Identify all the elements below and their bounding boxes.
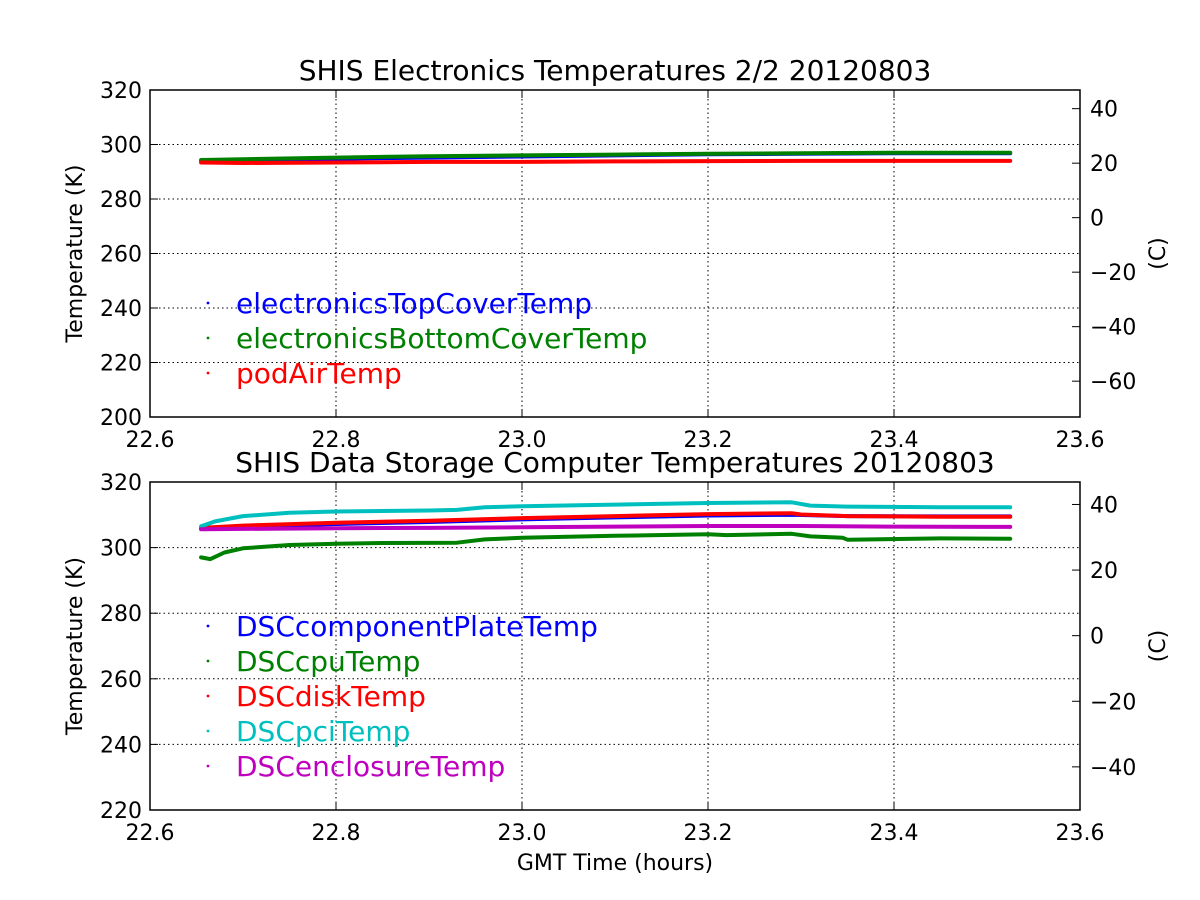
- y2-tick-label: −20: [1090, 261, 1136, 286]
- x-tick-label: 22.6: [126, 821, 175, 846]
- legend-label: DSCpciTemp: [236, 715, 410, 748]
- storage-chart-series: [199, 500, 1013, 562]
- storage-chart-ylabel: Temperature (K): [63, 557, 88, 736]
- electronics-chart-y2label: (C): [1146, 237, 1171, 270]
- x-tick-label: 22.8: [312, 428, 361, 453]
- y-tick-label: 240: [100, 733, 142, 758]
- legend-label: podAirTemp: [236, 357, 402, 390]
- y-tick-label: 220: [100, 352, 142, 377]
- series-trace: [199, 531, 1013, 562]
- electronics-chart: SHIS Electronics Temperatures 2/2 201208…: [63, 54, 1171, 453]
- legend-label: electronicsBottomCoverTemp: [236, 322, 647, 355]
- y2-tick-label: −60: [1090, 370, 1136, 395]
- storage-chart-y2label: (C): [1146, 630, 1171, 663]
- series-trace: [199, 158, 1013, 165]
- legend-marker: [206, 336, 210, 340]
- legend-marker: [206, 624, 210, 628]
- y-tick-label: 240: [100, 297, 142, 322]
- electronics-chart-ylabel: Temperature (K): [63, 165, 88, 344]
- legend-marker: [206, 301, 210, 305]
- y-tick-label: 320: [100, 471, 142, 496]
- y-tick-label: 280: [100, 602, 142, 627]
- y-tick-label: 300: [100, 537, 142, 562]
- storage-chart: SHIS Data Storage Computer Temperatures …: [63, 446, 1171, 876]
- x-tick-label: 23.2: [684, 428, 733, 453]
- y2-tick-label: 20: [1090, 559, 1118, 584]
- y-tick-label: 280: [100, 188, 142, 213]
- y2-tick-label: 20: [1090, 152, 1118, 177]
- x-tick-label: 23.6: [1056, 821, 1105, 846]
- x-tick-label: 23.0: [498, 821, 547, 846]
- x-tick-label: 23.4: [870, 428, 919, 453]
- legend-label: DSCcpuTemp: [236, 645, 420, 678]
- y2-tick-label: −40: [1090, 316, 1136, 341]
- storage-chart-frame: [149, 481, 1081, 811]
- y2-tick-label: 0: [1090, 207, 1104, 232]
- electronics-chart-series: [199, 150, 1013, 165]
- legend-marker: [206, 764, 210, 768]
- y-tick-label: 320: [100, 79, 142, 104]
- x-tick-label: 23.0: [498, 428, 547, 453]
- legend-label: DSCenclosureTemp: [236, 750, 505, 783]
- x-tick-label: 22.6: [126, 428, 175, 453]
- x-tick-label: 23.6: [1056, 428, 1105, 453]
- legend-label: DSCcomponentPlateTemp: [236, 610, 598, 643]
- y-tick-label: 260: [100, 243, 142, 268]
- series-trace: [199, 524, 1013, 532]
- x-tick-label: 23.4: [870, 821, 919, 846]
- x-tick-label: 22.8: [312, 821, 361, 846]
- y2-tick-label: −40: [1090, 756, 1136, 781]
- x-tick-label: 23.2: [684, 821, 733, 846]
- storage-chart-title: SHIS Data Storage Computer Temperatures …: [235, 446, 994, 479]
- legend-marker: [206, 729, 210, 733]
- y-tick-label: 300: [100, 134, 142, 159]
- y-tick-label: 220: [100, 799, 142, 824]
- legend-marker: [206, 659, 210, 663]
- y2-tick-label: 40: [1090, 98, 1118, 123]
- electronics-chart-ticks: 22.6 22.8 23.0 23.2 23.4 23.62002202402602803…: [100, 79, 1136, 453]
- y2-tick-label: −20: [1090, 690, 1136, 715]
- legend-marker: [206, 371, 210, 375]
- y-tick-label: 200: [100, 406, 142, 431]
- electronics-chart-legend: electronicsTopCoverTempelectronicsBottom…: [206, 287, 647, 390]
- storage-chart-xlabel: GMT Time (hours): [517, 851, 713, 876]
- series-trace: [199, 150, 1013, 162]
- storage-chart-legend: DSCcomponentPlateTempDSCcpuTempDSCdiskTe…: [206, 610, 598, 783]
- legend-label: electronicsTopCoverTemp: [236, 287, 592, 320]
- legend-label: DSCdiskTemp: [236, 680, 426, 713]
- electronics-chart-title: SHIS Electronics Temperatures 2/2 201208…: [299, 54, 932, 87]
- series-trace: [199, 511, 1013, 530]
- storage-chart-ticks: 22.6 22.8 23.0 23.2 23.4 23.6 220 240 260 280 300 3…: [100, 471, 1136, 846]
- series-trace: [199, 500, 1013, 529]
- y2-tick-label: 40: [1090, 493, 1118, 518]
- legend-marker: [206, 694, 210, 698]
- y-tick-label: 260: [100, 668, 142, 693]
- y2-tick-label: 0: [1090, 625, 1104, 650]
